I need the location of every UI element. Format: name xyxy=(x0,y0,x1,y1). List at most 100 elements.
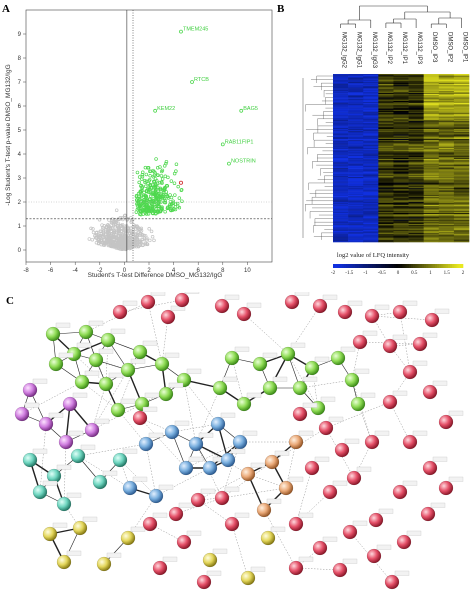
heatmap-cell xyxy=(453,88,470,90)
heatmap-cell xyxy=(393,215,409,217)
network-node-label-box xyxy=(72,392,88,398)
heatmap-cell xyxy=(333,187,349,189)
network-node xyxy=(188,436,204,452)
heatmap-cell xyxy=(408,165,424,168)
heatmap-cell xyxy=(438,215,455,217)
heatmap-cell xyxy=(408,164,424,167)
heatmap-cell xyxy=(378,175,394,178)
heatmap-cell xyxy=(453,127,470,130)
heatmap-cell xyxy=(453,93,470,95)
heatmap-cell xyxy=(438,112,455,114)
heatmap-cell xyxy=(363,188,379,190)
heatmap-cell xyxy=(348,91,364,94)
network-node-label-box xyxy=(224,486,240,492)
heatmap-cell xyxy=(333,200,349,202)
network-node-label-box xyxy=(164,352,180,358)
heatmap-cell xyxy=(408,197,424,199)
volcano-point-significant xyxy=(174,162,179,166)
heatmap-cell xyxy=(378,137,394,140)
heatmap-cell xyxy=(363,145,379,148)
volcano-point-significant xyxy=(138,204,143,208)
heatmap-cell xyxy=(438,74,455,76)
volcano-point xyxy=(110,217,115,221)
heatmap-cell xyxy=(423,161,440,163)
network-node xyxy=(14,406,30,422)
heatmap-cell xyxy=(363,109,379,112)
heatmap-cell xyxy=(333,174,349,177)
heatmap-cell xyxy=(408,132,424,134)
network-node-label-box xyxy=(68,430,84,436)
heatmap-cell xyxy=(348,240,364,243)
heatmap-legend-swatch xyxy=(434,264,438,268)
heatmap-cell xyxy=(393,132,409,134)
heatmap-cell xyxy=(423,207,440,209)
heatmap-cell xyxy=(453,193,470,196)
heatmap-cell xyxy=(393,172,409,174)
heatmap-cell xyxy=(408,102,424,104)
heatmap-cell xyxy=(363,147,379,150)
heatmap-legend-title: log2 value of LFQ intensity xyxy=(337,252,410,259)
heatmap-cell xyxy=(423,86,440,88)
heatmap-cell xyxy=(393,208,409,210)
heatmap-cell xyxy=(363,133,379,135)
network-node-label-box xyxy=(122,300,138,306)
heatmap-cell xyxy=(393,134,409,136)
heatmap-cell xyxy=(438,95,455,97)
heatmap-cell xyxy=(393,203,409,206)
heatmap-cell xyxy=(378,84,394,86)
heatmap-cell xyxy=(438,75,455,77)
heatmap-cell xyxy=(333,117,349,120)
heatmap-cell xyxy=(393,87,409,89)
heatmap-cell xyxy=(393,171,409,173)
heatmap-legend-tick: -2 xyxy=(331,271,336,276)
heatmap-cell xyxy=(393,190,409,192)
heatmap-cell xyxy=(408,126,424,129)
heatmap-cell xyxy=(333,169,349,171)
heatmap-cell xyxy=(393,226,409,228)
heatmap-cell xyxy=(408,192,424,195)
heatmap-cell xyxy=(453,238,470,241)
heatmap-legend-swatch xyxy=(376,264,379,268)
heatmap-cell xyxy=(453,140,470,142)
heatmap-cell xyxy=(333,190,349,192)
heatmap-cell xyxy=(393,149,409,151)
heatmap-cell xyxy=(363,140,379,142)
heatmap-cell xyxy=(408,210,424,213)
heatmap-legend-tick: 0 xyxy=(397,271,400,276)
heatmap-cell xyxy=(438,117,455,120)
heatmap-cell xyxy=(348,237,364,239)
heatmap-cell xyxy=(333,227,349,229)
network-node xyxy=(78,324,94,340)
volcano-y-label: -Log Student's T-test p-value DMSO_MG132… xyxy=(5,64,12,205)
heatmap-sample-label: DMSO_IP3 xyxy=(431,32,437,63)
heatmap-cell xyxy=(363,158,379,160)
heatmap-cell xyxy=(453,113,470,115)
heatmap-cell xyxy=(453,174,470,177)
heatmap-cell xyxy=(378,109,394,112)
heatmap-cell xyxy=(363,229,379,232)
heatmap-cell xyxy=(378,162,394,164)
network-edge-weak xyxy=(155,467,211,497)
heatmap-cell xyxy=(363,88,379,90)
volcano-point xyxy=(120,233,125,238)
heatmap-cell xyxy=(438,227,455,229)
heatmap-cell xyxy=(393,144,409,146)
heatmap-cell xyxy=(363,91,379,94)
heatmap-cell xyxy=(453,136,470,139)
heatmap-cell xyxy=(423,239,440,242)
heatmap-cell xyxy=(363,136,379,139)
heatmap-cell xyxy=(393,89,409,92)
volcano-x-label: Student's T-test Difference DMSO_MG132/I… xyxy=(88,272,223,279)
heatmap-cell xyxy=(438,104,455,106)
heatmap-cell xyxy=(348,122,364,124)
heatmap-cell xyxy=(348,106,364,108)
heatmap-cell xyxy=(438,114,455,116)
heatmap-cell xyxy=(378,134,394,136)
heatmap-cell xyxy=(453,169,470,171)
heatmap-cell xyxy=(348,82,364,85)
heatmap-legend-swatch xyxy=(359,264,362,268)
network-node xyxy=(214,298,230,314)
heatmap-cell xyxy=(423,208,440,210)
network-node xyxy=(240,570,256,586)
heatmap-cell xyxy=(393,133,409,135)
